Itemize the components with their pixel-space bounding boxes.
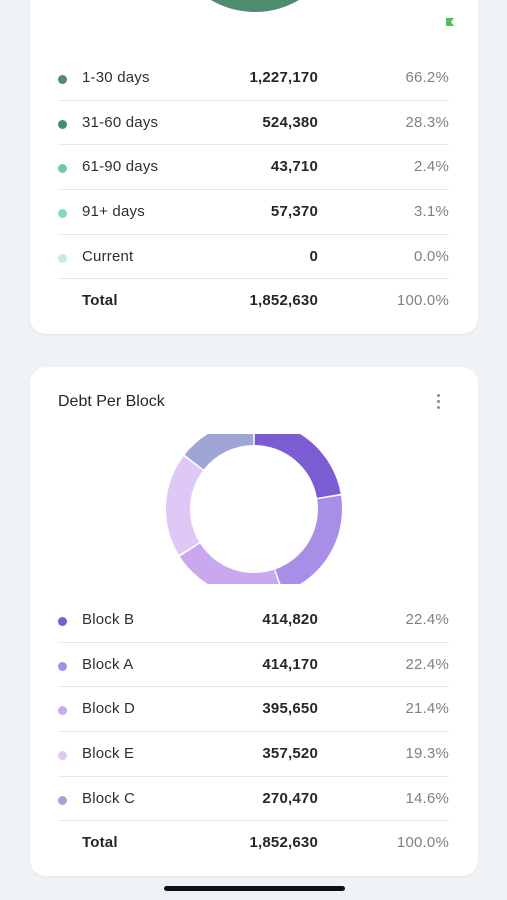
block-total-row: Total 1,852,630 100.0% — [58, 821, 449, 866]
donut-slice-block-b[interactable] — [254, 434, 341, 498]
home-indicator[interactable] — [164, 886, 345, 891]
donut-slice-1-30-days[interactable] — [170, 0, 340, 12]
legend-dot-icon — [58, 119, 67, 129]
aging-legend-row[interactable]: 31-60 days 524,380 28.3% — [58, 101, 449, 146]
card-title: Debt Per Block — [58, 393, 165, 410]
legend-amount: 270,470 — [262, 789, 318, 807]
legend-label: Current — [82, 247, 134, 265]
block-legend: Block B 414,820 22.4% Block A 414,170 22… — [58, 598, 449, 866]
legend-percent: 14.6% — [405, 789, 449, 807]
aging-legend-row[interactable]: 91+ days 57,370 3.1% — [58, 190, 449, 235]
donut-slice-block-e[interactable] — [166, 456, 203, 555]
legend-label: 31-60 days — [82, 113, 159, 131]
total-percent: 100.0% — [396, 292, 449, 310]
aging-total-row: Total 1,852,630 100.0% — [58, 279, 449, 324]
debt-per-block-card: Debt Per Block Block B 414,820 22.4% Blo… — [30, 367, 478, 876]
aging-legend-row[interactable]: 1-30 days 1,227,170 66.2% — [58, 56, 449, 101]
legend-dot-icon — [58, 661, 67, 671]
legend-amount: 0 — [309, 247, 318, 265]
legend-dot-icon — [58, 253, 67, 263]
total-label: Total — [82, 292, 118, 310]
legend-amount: 57,370 — [270, 203, 318, 221]
legend-label: 61-90 days — [82, 158, 159, 176]
legend-percent: 3.1% — [414, 203, 449, 221]
donut-slice-block-d[interactable] — [179, 543, 282, 584]
block-legend-row[interactable]: Block B 414,820 22.4% — [58, 598, 449, 643]
legend-amount: 395,650 — [262, 700, 318, 718]
flag-icon — [446, 18, 454, 26]
legend-amount: 414,170 — [262, 655, 318, 673]
legend-dot-icon — [58, 751, 67, 761]
legend-amount: 43,710 — [270, 158, 318, 176]
legend-amount: 524,380 — [262, 113, 318, 131]
legend-percent: 21.4% — [405, 700, 449, 718]
legend-dot-icon — [58, 795, 67, 805]
total-amount: 1,852,630 — [249, 834, 318, 852]
block-legend-row[interactable]: Block E 357,520 19.3% — [58, 732, 449, 777]
aging-donut-chart — [170, 0, 340, 12]
donut-slice-block-c[interactable] — [184, 434, 254, 470]
block-legend-row[interactable]: Block C 270,470 14.6% — [58, 777, 449, 822]
legend-label: Block E — [82, 745, 135, 763]
legend-amount: 414,820 — [262, 611, 318, 628]
legend-percent: 22.4% — [405, 611, 449, 628]
legend-dot-icon — [58, 75, 67, 84]
legend-amount: 1,227,170 — [249, 69, 318, 86]
legend-label: Block C — [82, 789, 136, 807]
legend-percent: 19.3% — [405, 745, 449, 763]
legend-label: Block A — [82, 655, 134, 673]
aging-legend-row[interactable]: 61-90 days 43,710 2.4% — [58, 145, 449, 191]
block-legend-row[interactable]: Block A 414,170 22.4% — [58, 643, 449, 688]
legend-percent: 22.4% — [405, 655, 449, 673]
total-percent: 100.0% — [396, 834, 449, 852]
legend-dot-icon — [58, 617, 67, 626]
legend-percent: 0.0% — [414, 247, 449, 265]
total-amount: 1,852,630 — [249, 292, 318, 310]
total-label: Total — [82, 834, 118, 852]
legend-percent: 66.2% — [405, 69, 449, 86]
more-vertical-icon[interactable] — [428, 391, 448, 411]
legend-label: Block D — [82, 700, 136, 718]
legend-dot-icon — [58, 164, 67, 174]
aging-legend: 1-30 days 1,227,170 66.2% 31-60 days 524… — [58, 56, 449, 324]
aging-legend-row[interactable]: Current 0 0.0% — [58, 235, 449, 280]
aging-card: 1-30 days 1,227,170 66.2% 31-60 days 524… — [30, 0, 478, 334]
legend-dot-icon — [58, 209, 67, 219]
legend-percent: 28.3% — [405, 113, 449, 131]
legend-percent: 2.4% — [414, 158, 449, 176]
block-legend-row[interactable]: Block D 395,650 21.4% — [58, 687, 449, 733]
legend-amount: 357,520 — [262, 745, 318, 763]
legend-label: 1-30 days — [82, 69, 150, 86]
legend-label: 91+ days — [82, 203, 145, 221]
legend-dot-icon — [58, 706, 67, 716]
donut-slice-block-a[interactable] — [275, 495, 342, 584]
block-donut-chart — [166, 434, 342, 584]
legend-label: Block B — [82, 611, 135, 628]
